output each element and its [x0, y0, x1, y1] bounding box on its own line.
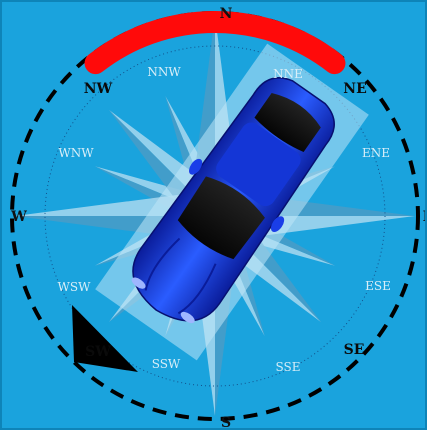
label-ese: ESE — [365, 279, 391, 293]
label-ne: NE — [343, 81, 366, 97]
label-w: W — [10, 209, 27, 225]
heading-arc — [84, 11, 346, 75]
label-e: E — [423, 209, 427, 225]
car-mirror-right — [270, 216, 285, 233]
car-rear-window — [254, 93, 321, 153]
label-ssw: SSW — [152, 357, 181, 371]
car-headlight-left — [131, 277, 146, 289]
car-icon — [95, 43, 369, 361]
triangle-marker-icon — [72, 305, 138, 372]
car-mirror-left — [189, 158, 203, 175]
label-wsw: WSW — [58, 280, 92, 294]
label-nne: NNE — [273, 67, 303, 81]
label-se: SE — [344, 342, 365, 358]
car-hood-lines — [144, 237, 217, 315]
car-roof — [216, 122, 301, 207]
car-windshield — [177, 176, 265, 260]
car-headlight-right — [180, 311, 195, 324]
inner-dotted-ring — [44, 45, 386, 387]
label-n: N — [220, 6, 233, 22]
label-sse: SSE — [276, 360, 301, 374]
direction-labels: N NNE NE ENE E ESE SE SSE S SSW SW WSW W… — [10, 6, 427, 430]
label-sw: SW — [85, 344, 111, 360]
label-ene: ENE — [362, 146, 390, 160]
label-nnw: NNW — [147, 65, 181, 79]
label-nw: NW — [84, 81, 113, 97]
label-wnw: WNW — [58, 146, 94, 160]
label-s: S — [221, 415, 231, 430]
